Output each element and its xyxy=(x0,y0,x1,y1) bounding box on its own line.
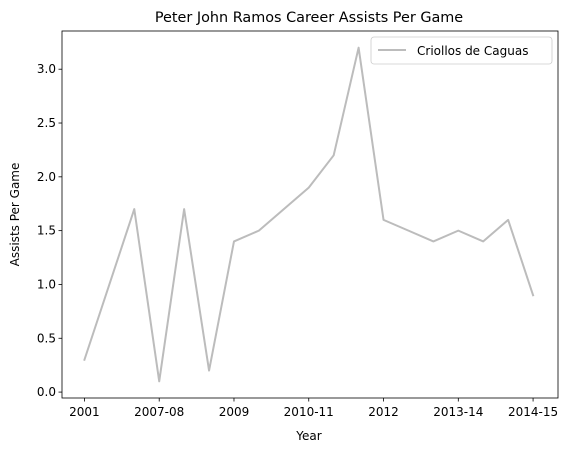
chart-title: Peter John Ramos Career Assists Per Game xyxy=(155,10,463,26)
y-axis: 0.0 0.5 1.0 1.5 2.0 2.5 3.0 xyxy=(37,62,62,399)
x-axis: 2001 2007-08 2009 2010-11 2012 2013-14 2014-15 xyxy=(69,398,558,419)
y-tick-label: 2.5 xyxy=(37,116,56,130)
y-tick-label: 3.0 xyxy=(37,62,56,76)
y-tick-label: 0.5 xyxy=(37,331,56,345)
x-axis-label: Year xyxy=(295,429,321,443)
x-tick-label: 2010-11 xyxy=(284,405,334,419)
y-tick-label: 2.0 xyxy=(37,170,56,184)
series-lines xyxy=(83,46,535,383)
x-tick-label: 2001 xyxy=(69,405,100,419)
x-tick-label: 2009 xyxy=(219,405,250,419)
legend-box xyxy=(370,36,553,65)
legend: Criollos de Caguas xyxy=(370,36,553,65)
series-line xyxy=(83,46,535,383)
x-tick-label: 2007-08 xyxy=(134,405,184,419)
x-tick-label: 2012 xyxy=(368,405,399,419)
y-tick-label: 1.5 xyxy=(37,224,56,238)
legend-label: Criollos de Caguas xyxy=(417,44,528,58)
x-tick-label: 2013-14 xyxy=(433,405,483,419)
y-tick-label: 1.0 xyxy=(37,277,56,291)
x-tick-label: 2014-15 xyxy=(508,405,558,419)
y-tick-label: 0.0 xyxy=(37,385,56,399)
plot-frame xyxy=(61,30,559,399)
y-axis-label: Assists Per Game xyxy=(8,163,22,267)
